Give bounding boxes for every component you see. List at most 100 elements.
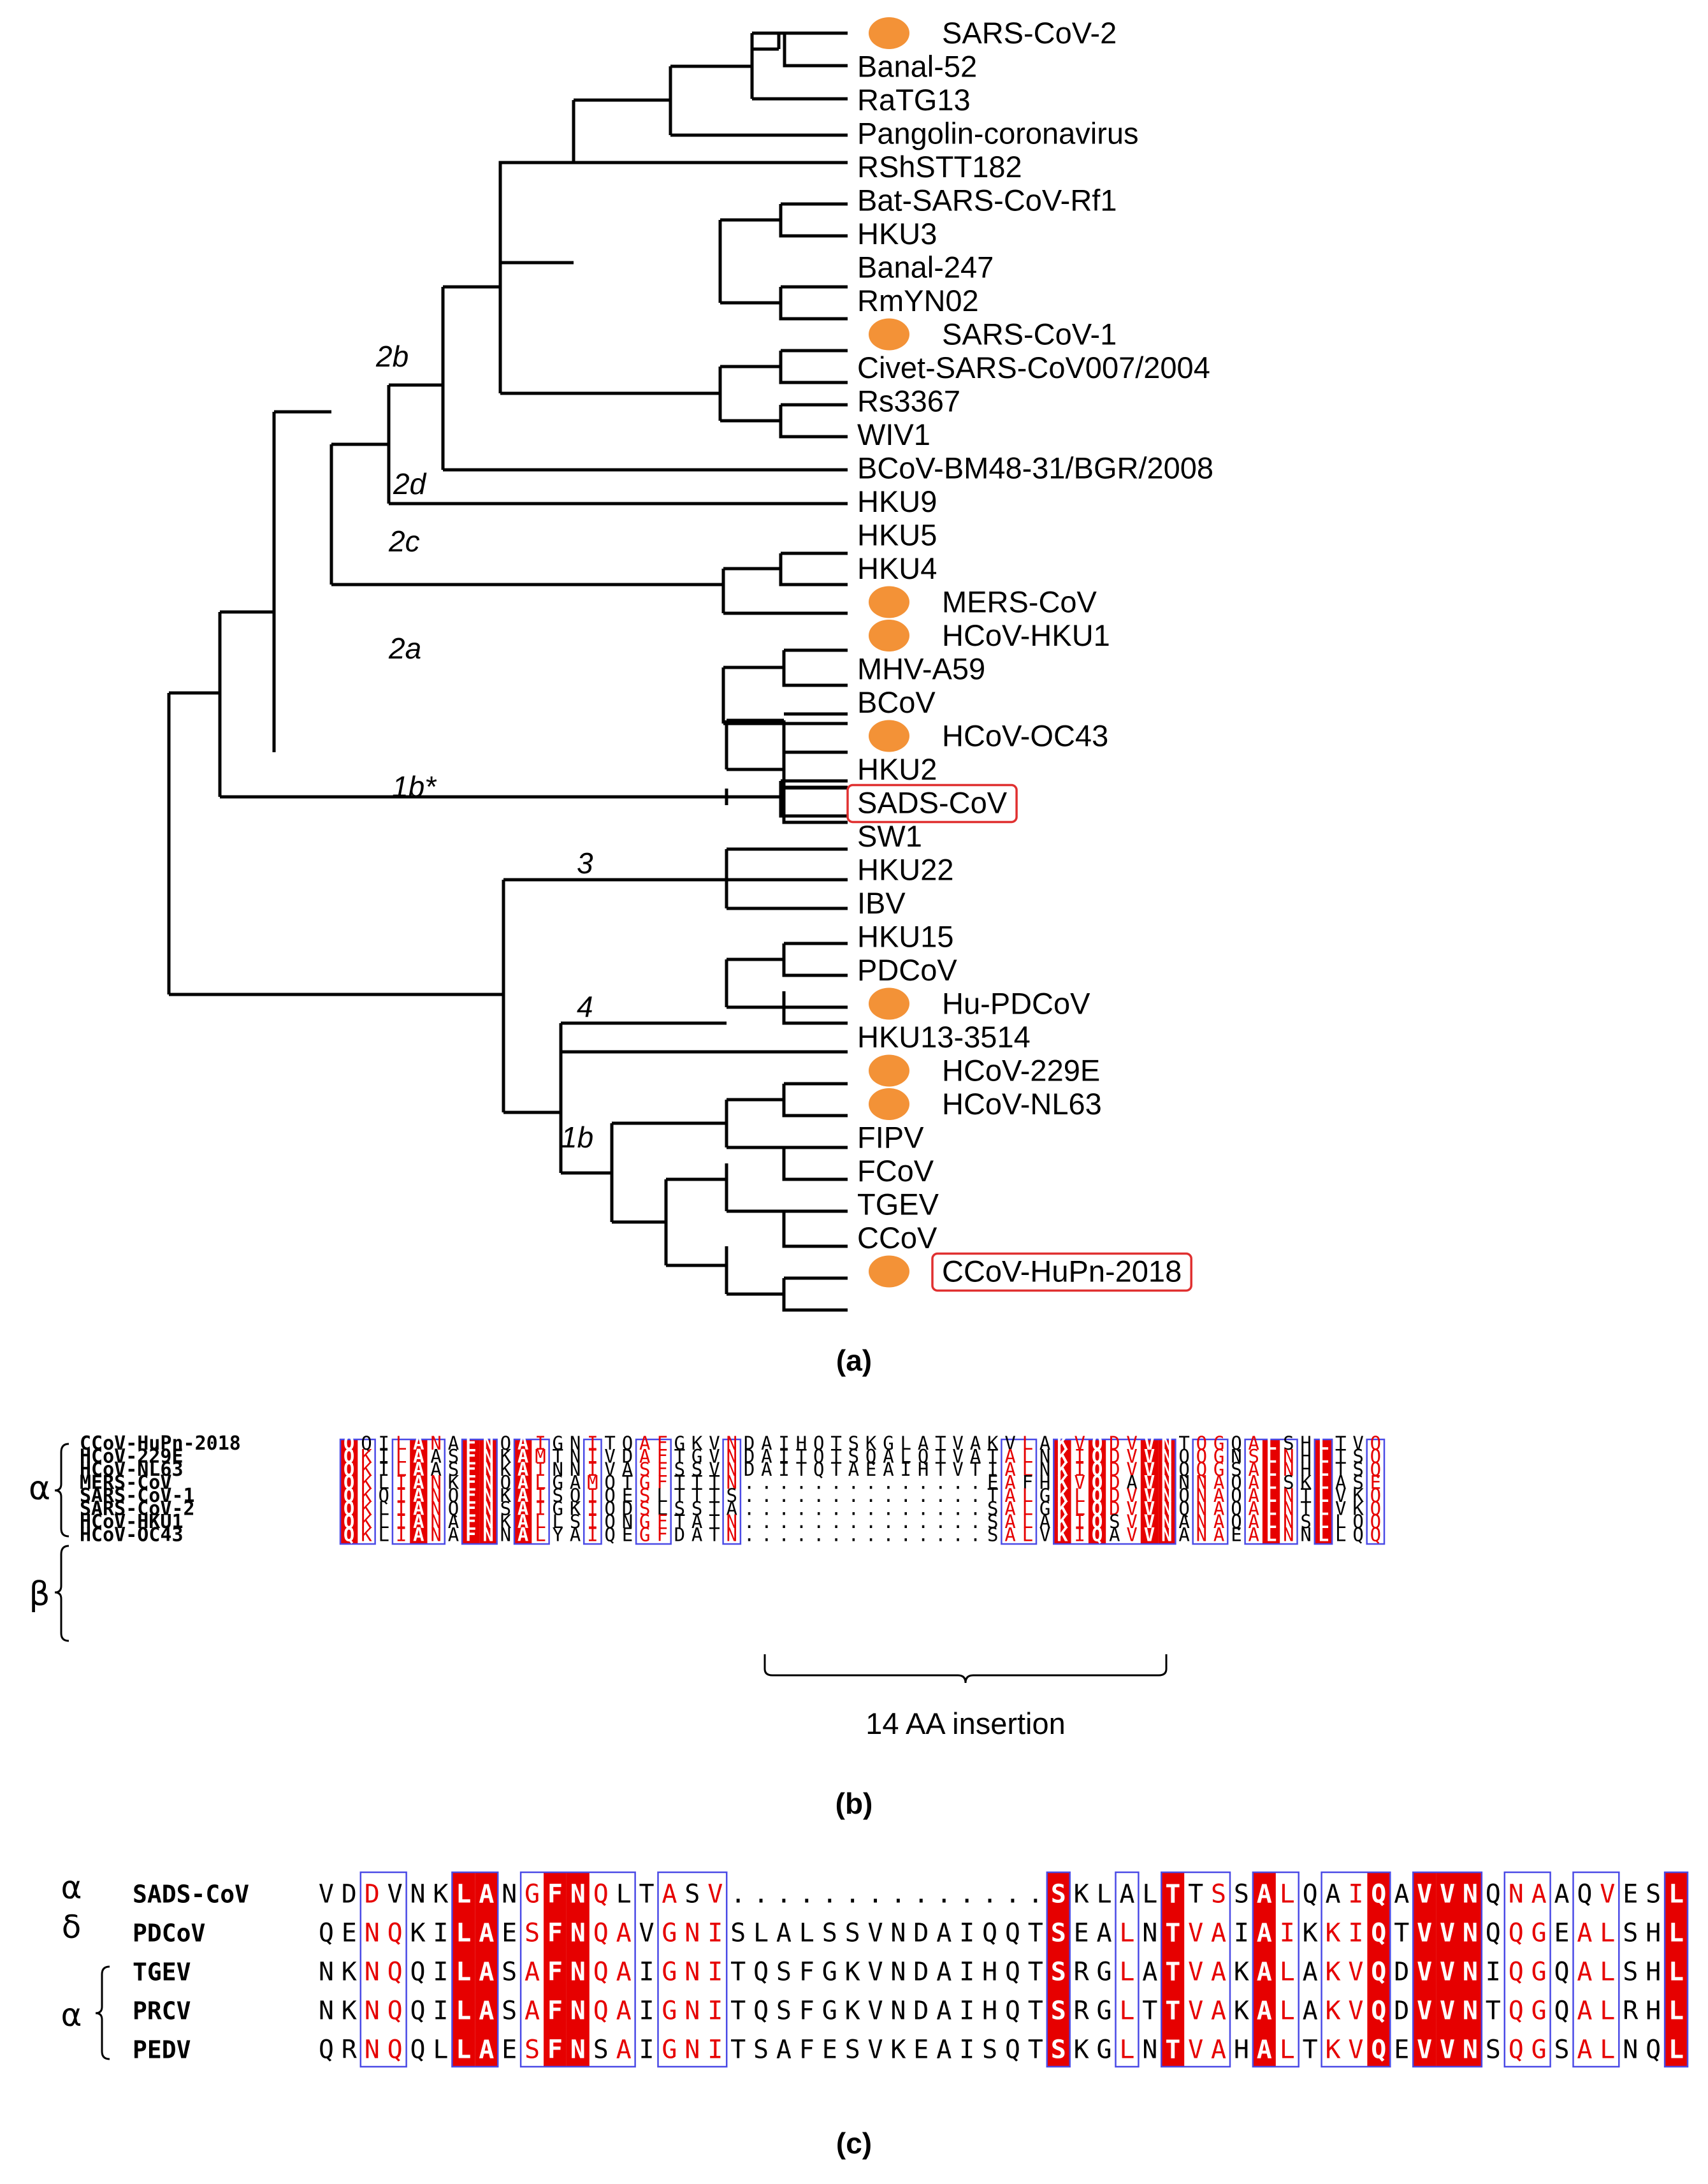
residue: N xyxy=(1463,1919,1478,1948)
residue: Q xyxy=(1509,1919,1524,1948)
residue: L xyxy=(535,1471,546,1493)
residue: A xyxy=(570,1524,581,1545)
residue: A xyxy=(517,1485,528,1506)
residue: T xyxy=(730,2035,746,2065)
residue: S xyxy=(1352,1471,1363,1493)
conserved-column xyxy=(1665,1872,1688,2067)
residue: . xyxy=(865,1524,876,1545)
residue: V xyxy=(639,1919,655,1948)
residue: K xyxy=(1326,2035,1341,2065)
residue: Q xyxy=(379,1485,389,1506)
residue: I xyxy=(433,1919,448,1948)
residue: Q xyxy=(1092,1524,1103,1545)
residue: E xyxy=(622,1524,633,1545)
residue: I xyxy=(778,1445,789,1467)
residue: A xyxy=(936,1958,952,1987)
residue: N xyxy=(890,1997,906,2026)
residue: A xyxy=(1004,1524,1015,1545)
residue: L xyxy=(1142,1880,1157,1909)
residue: A xyxy=(936,1997,952,2026)
residue: V xyxy=(1126,1524,1137,1545)
residue: . xyxy=(796,1524,807,1545)
conserved-column xyxy=(1088,1439,1106,1544)
residue: A xyxy=(639,1445,650,1467)
residue: . xyxy=(865,1511,876,1532)
residue: Q xyxy=(1486,1880,1501,1909)
residue: V xyxy=(604,1445,615,1467)
residue: S xyxy=(553,1485,563,1506)
residue: L xyxy=(1335,1511,1346,1532)
residue: E xyxy=(342,1919,357,1948)
residue: S xyxy=(1051,1880,1066,1909)
residue: . xyxy=(761,1511,772,1532)
residue: K xyxy=(361,1497,372,1519)
residue: Q xyxy=(753,1997,769,2026)
residue: . xyxy=(1028,1880,1043,1909)
residue: . xyxy=(848,1485,859,1506)
residue: L xyxy=(1266,1471,1277,1493)
residue: S xyxy=(753,2035,769,2065)
residue: A xyxy=(1004,1459,1015,1480)
residue: I xyxy=(959,1997,974,2026)
residue: . xyxy=(883,1497,894,1519)
residue: V xyxy=(1144,1432,1155,1454)
residue: T xyxy=(935,1432,946,1454)
residue: K xyxy=(1057,1524,1068,1545)
residue: S xyxy=(639,1485,650,1506)
residue: L xyxy=(656,1497,667,1519)
residue: I xyxy=(959,2035,974,2065)
residue: A xyxy=(1109,1524,1120,1545)
residue: V xyxy=(604,1459,615,1480)
residue: L xyxy=(1280,1958,1295,1987)
tip-label-hku5: HKU5 xyxy=(857,518,937,552)
residue: . xyxy=(813,1524,824,1545)
residue: S xyxy=(1051,1958,1066,1987)
residue: K xyxy=(987,1432,999,1454)
residue: Q xyxy=(344,1511,354,1532)
highlight-box xyxy=(931,1252,1192,1292)
residue: V xyxy=(1417,2035,1432,2065)
residue: H xyxy=(982,1997,997,2026)
residue: . xyxy=(935,1511,946,1532)
residue: T xyxy=(987,1485,998,1506)
residue: T xyxy=(709,1511,720,1532)
residue: V xyxy=(1335,1497,1346,1519)
residue: V xyxy=(1188,2035,1203,2065)
conserved-block-frame xyxy=(359,1871,407,2068)
residue: R xyxy=(1623,1997,1639,2026)
residue: . xyxy=(744,1511,755,1532)
residue: I xyxy=(959,1919,974,1948)
residue: S xyxy=(1234,1880,1249,1909)
residue: Q xyxy=(344,1485,354,1506)
residue: A xyxy=(616,1958,632,1987)
residue: A xyxy=(616,2035,632,2065)
residue: S xyxy=(727,1485,737,1506)
residue: K xyxy=(1326,1997,1341,2026)
residue: . xyxy=(778,1524,789,1545)
residue: G xyxy=(662,1958,677,1987)
residue: T xyxy=(935,1459,946,1480)
residue: A xyxy=(479,1880,494,1909)
residue: L xyxy=(1022,1511,1033,1532)
residue: A xyxy=(413,1485,424,1506)
residue: S xyxy=(848,1445,859,1467)
residue: . xyxy=(952,1471,963,1493)
residue: L xyxy=(1075,1485,1085,1506)
residue: V xyxy=(1126,1432,1137,1454)
tip-label-wiv1: WIV1 xyxy=(857,418,930,451)
tip-label-hku9: HKU9 xyxy=(857,484,937,518)
residue: N xyxy=(482,1432,493,1454)
residue: I xyxy=(396,1471,407,1493)
alignment-names: SADS-CoV PDCoV TGEV PRCV PEDV xyxy=(133,1881,249,2064)
sequence-name: HCoV-NL63 xyxy=(80,1459,184,1481)
residue: S xyxy=(502,1997,517,2026)
residue: K xyxy=(1352,1497,1364,1519)
residue: K xyxy=(1057,1485,1068,1506)
residue: T xyxy=(674,1511,685,1532)
tip-label-bcov: BCoV xyxy=(857,685,936,719)
residue: V xyxy=(709,1459,720,1480)
highlight-box xyxy=(846,783,1018,824)
residue: T xyxy=(1165,1958,1180,1987)
